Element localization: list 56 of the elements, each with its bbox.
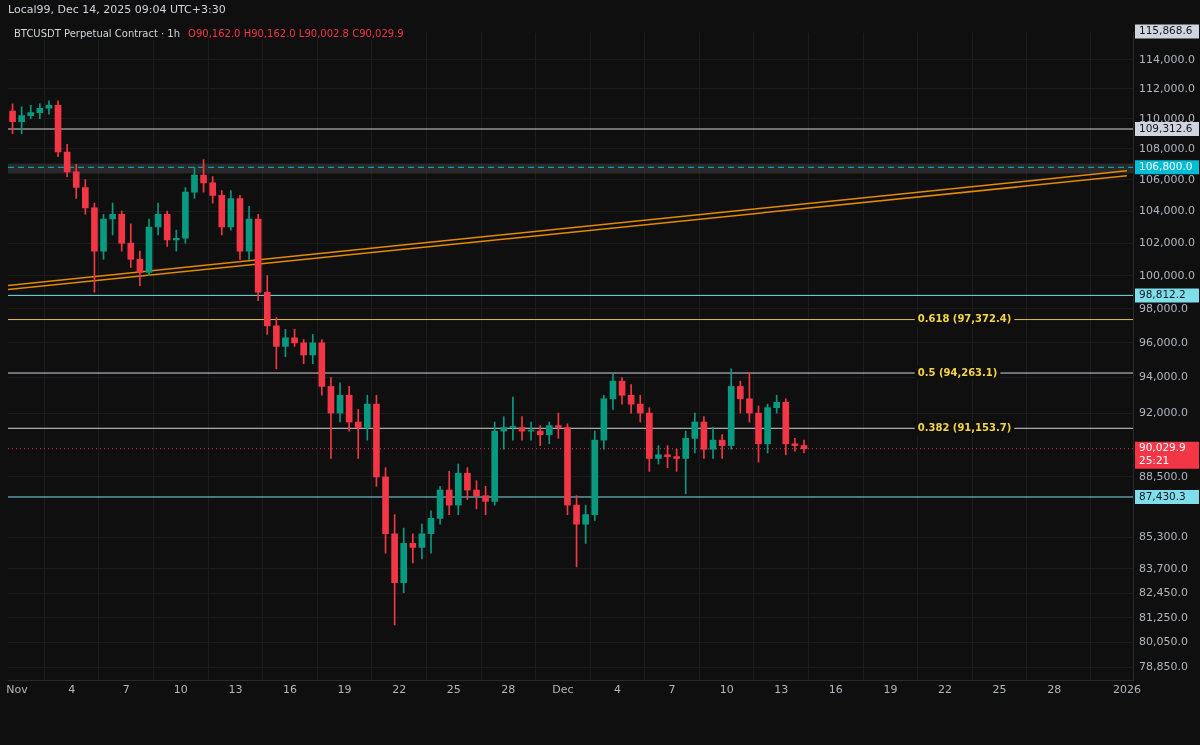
y-tick-label: 78,850.0 <box>1139 660 1188 674</box>
x-tick-label: 10 <box>719 683 734 697</box>
x-tick-label: Dec <box>552 683 574 697</box>
ref-line-label: 98,812.2 <box>1139 288 1186 301</box>
candlestick <box>45 100 53 115</box>
candlestick <box>172 229 180 252</box>
x-tick-label: 10 <box>173 683 188 697</box>
x-tick-label: 13 <box>774 683 789 697</box>
y-tick-label: 94,000.0 <box>1139 370 1188 384</box>
chart-title: BTCUSDT Perpetual Contract · 1h <box>14 28 181 39</box>
x-tick-label: 2026 <box>1112 683 1141 697</box>
x-tick-label: 16 <box>283 683 298 697</box>
x-tick-label: Nov <box>6 683 29 697</box>
y-tick-label: 102,000.0 <box>1139 235 1195 249</box>
y-tick-label: 114,000.0 <box>1139 52 1195 66</box>
ref-line-label: 87,430.3 <box>1139 489 1186 502</box>
x-tick-label: 28 <box>1047 683 1062 697</box>
y-tick-label: 98,000.0 <box>1139 301 1188 315</box>
x-tick-label: 7 <box>668 683 676 697</box>
y-tick-label: 83,700.0 <box>1139 561 1188 575</box>
x-tick-label: 19 <box>337 683 352 697</box>
y-tick-label: 100,000.0 <box>1139 268 1195 282</box>
candlestick <box>509 396 517 441</box>
y-tick-label: 82,450.0 <box>1139 586 1188 600</box>
y-tick-label: 104,000.0 <box>1139 203 1195 217</box>
annotation: 0.5 (94,263.1) <box>917 366 998 378</box>
x-tick-label: 22 <box>392 683 407 697</box>
text: Local99, Dec 14, 2025 09:04 UTC+3:30 <box>8 3 226 16</box>
candlestick <box>409 533 417 564</box>
y-tick-label: 85,300.0 <box>1139 530 1188 544</box>
candlestick <box>500 416 508 450</box>
y-tick-label: 92,000.0 <box>1139 405 1188 419</box>
y-tick-label: 96,000.0 <box>1139 335 1188 349</box>
y-tick-label: 112,000.0 <box>1139 81 1195 95</box>
x-tick-label: 25 <box>992 683 1007 697</box>
text: 115,868.6 <box>1139 24 1193 37</box>
x-tick-label: 7 <box>122 683 130 697</box>
y-tick-label: 108,000.0 <box>1139 141 1195 155</box>
ref-line-label: 90,029.9 25:21 <box>1139 441 1186 467</box>
ref-line-label: 106,800.0 <box>1139 160 1193 173</box>
x-tick-label: 19 <box>883 683 898 697</box>
x-tick-label: 25 <box>446 683 461 697</box>
y-tick-label: 80,050.0 <box>1139 635 1188 649</box>
y-tick-label: 88,500.0 <box>1139 469 1188 483</box>
y-tick-label: 81,250.0 <box>1139 610 1188 624</box>
y-tick-label: 106,000.0 <box>1139 172 1195 186</box>
annotation: 0.618 (97,372.4) <box>917 313 1012 325</box>
x-tick-label: 28 <box>501 683 516 697</box>
x-tick-label: 4 <box>614 683 621 697</box>
x-tick-label: 22 <box>937 683 952 697</box>
chart-subtitle: O90,162.0 H90,162.0 L90,002.8 C90,029.9 <box>188 28 404 39</box>
candlestick <box>536 425 544 446</box>
x-tick-label: 16 <box>828 683 843 697</box>
x-tick-label: 13 <box>228 683 243 697</box>
annotation: 0.382 (91,153.7) <box>917 421 1012 433</box>
x-tick-label: 4 <box>68 683 76 697</box>
